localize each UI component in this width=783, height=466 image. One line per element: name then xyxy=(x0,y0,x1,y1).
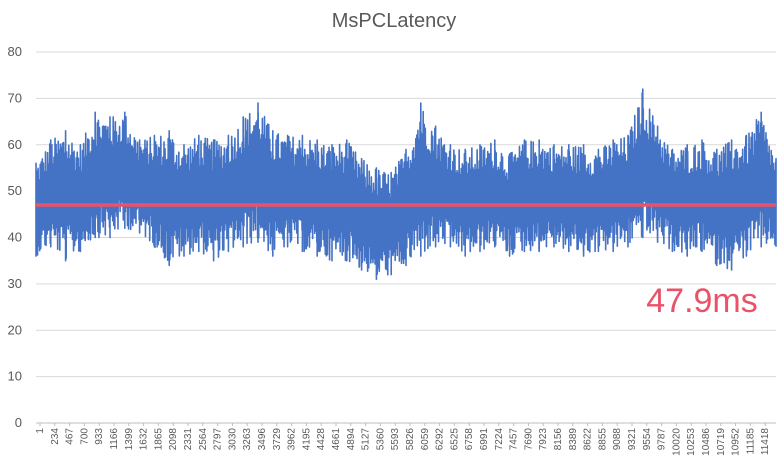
x-tick-label: 3263 xyxy=(242,428,253,451)
x-tick-label: 1632 xyxy=(139,428,150,451)
y-tick-label: 10 xyxy=(8,369,22,384)
y-tick-label: 30 xyxy=(8,276,22,291)
x-tick-label: 9088 xyxy=(612,428,623,451)
x-tick-label: 8622 xyxy=(583,428,594,451)
x-tick-label: 7690 xyxy=(523,428,534,451)
x-tick-label: 8855 xyxy=(597,428,608,451)
annotations: 47.9ms xyxy=(646,282,758,320)
y-tick-label: 40 xyxy=(8,230,22,245)
x-tick-label: 10253 xyxy=(686,428,697,456)
x-tick-label: 10486 xyxy=(701,428,712,456)
x-tick-label: 5593 xyxy=(390,428,401,451)
x-tick-label: 4195 xyxy=(301,428,312,451)
x-tick-label: 2564 xyxy=(198,428,209,451)
x-tick-label: 234 xyxy=(50,428,61,445)
x-tick-label: 467 xyxy=(65,428,76,445)
x-tick-label: 700 xyxy=(79,428,90,445)
y-tick-label: 60 xyxy=(8,137,22,152)
x-tick-label: 10952 xyxy=(731,428,742,456)
x-tick-label: 7457 xyxy=(509,428,520,451)
x-tick-label: 8156 xyxy=(553,428,564,451)
x-axis: 1 234 467 700 933 1166 1399 1632 1865 2098 2331 256… xyxy=(35,423,771,456)
x-tick-label: 6292 xyxy=(435,428,446,451)
chart-title: MsPCLatency xyxy=(332,10,457,32)
x-tick-label: 4428 xyxy=(316,428,327,451)
plot-area xyxy=(35,88,777,281)
x-tick-label: 10719 xyxy=(716,428,727,456)
x-tick-label: 8389 xyxy=(568,428,579,451)
x-tick-label: 9787 xyxy=(657,428,668,451)
x-tick-label: 11418 xyxy=(760,428,771,456)
x-tick-label: 11185 xyxy=(745,428,756,455)
x-tick-label: 3496 xyxy=(257,428,268,451)
x-tick-label: 7923 xyxy=(538,428,549,451)
x-tick-label: 3962 xyxy=(287,428,298,451)
x-tick-label: 5826 xyxy=(405,428,416,451)
x-tick-label: 2797 xyxy=(213,428,224,451)
y-axis: 0 10 20 30 40 50 60 70 80 xyxy=(8,44,22,430)
x-tick-label: 5360 xyxy=(375,428,386,451)
x-tick-label: 5127 xyxy=(361,428,372,451)
y-tick-label: 20 xyxy=(8,322,22,337)
x-tick-label: 2098 xyxy=(168,428,179,451)
x-tick-label: 10020 xyxy=(671,428,682,456)
average-annotation: 47.9ms xyxy=(646,282,758,320)
x-tick-label: 6525 xyxy=(449,428,460,451)
x-tick-label: 2331 xyxy=(183,428,194,451)
latency-series-line xyxy=(35,88,777,281)
y-tick-label: 50 xyxy=(8,183,22,198)
x-tick-label: 6059 xyxy=(420,428,431,451)
x-tick-label: 7224 xyxy=(494,428,505,451)
x-tick-label: 3729 xyxy=(272,428,283,451)
x-tick-label: 3030 xyxy=(227,428,238,451)
x-tick-label: 9554 xyxy=(642,428,653,451)
x-tick-label: 1 xyxy=(35,428,46,434)
x-tick-label: 1865 xyxy=(153,428,164,451)
x-tick-label: 1166 xyxy=(109,428,120,450)
y-tick-label: 0 xyxy=(15,415,22,430)
x-tick-label: 4894 xyxy=(346,428,357,451)
x-tick-label: 6991 xyxy=(479,428,490,451)
x-tick-label: 9321 xyxy=(627,428,638,451)
x-tick-label: 4661 xyxy=(331,428,342,451)
y-tick-label: 80 xyxy=(8,44,22,59)
x-tick-label: 6758 xyxy=(464,428,475,451)
x-tick-label: 1399 xyxy=(124,428,135,451)
y-tick-label: 70 xyxy=(8,90,22,105)
x-tick-label: 933 xyxy=(94,428,105,445)
